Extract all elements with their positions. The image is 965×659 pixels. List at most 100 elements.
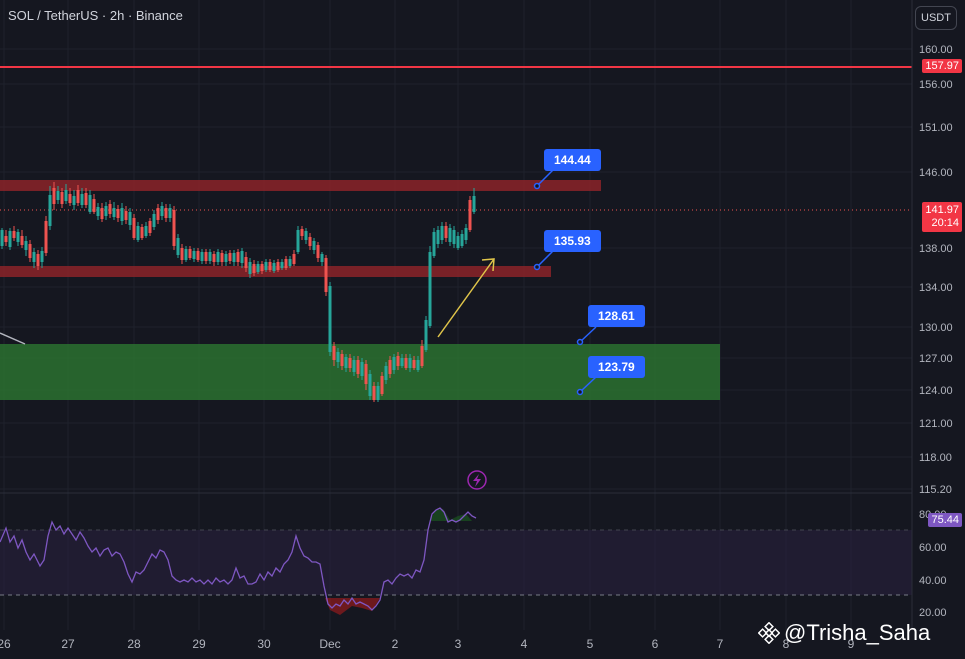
price-tick: 124.00 [919,385,953,397]
candle-body [356,360,360,374]
time-tick: 3 [455,637,462,651]
candle-body [120,208,124,221]
candle-body [436,230,440,244]
candle-body [352,360,356,372]
price-tick: 130.00 [919,322,953,334]
candle-body [400,358,404,366]
rsi-band [0,530,912,595]
candle-body [248,262,252,274]
candle-body [176,238,180,255]
watermark: @Trisha_Saha [758,620,930,646]
candle-body [448,228,452,242]
candle-body [268,262,272,270]
callout-144[interactable]: 144.44 [544,149,601,171]
candle-body [404,358,408,368]
candle-body [12,231,16,238]
price-tick: 134.00 [919,282,953,294]
candle-body [428,252,432,326]
candle-body [0,230,4,246]
candle-body [372,386,376,400]
time-tick: 9 [848,637,855,651]
candle-body [236,252,240,262]
candle-body [472,196,476,212]
candle-body [368,374,372,396]
candle-body [320,254,324,262]
candle-body [32,252,36,262]
candle-body [420,346,424,366]
countdown-value: 20:14 [931,217,959,229]
currency-button[interactable]: USDT [915,6,957,30]
candle-body [96,207,100,216]
price-tick: 118.00 [919,452,952,464]
candle-body [136,226,140,240]
candle-body [284,259,288,268]
candle-body [160,206,164,216]
candle-body [184,249,188,260]
candle-body [388,360,392,374]
time-tick: 30 [257,637,271,651]
candle-body [412,360,416,368]
last-price-label: 141.97 20:14 [922,202,962,232]
rsi-tick: 40.00 [919,575,947,587]
candle-body [36,254,40,266]
candle-body [392,357,396,370]
candle-body [188,249,192,258]
time-tick: 6 [652,637,659,651]
candle-body [272,263,276,271]
resistance-zone [0,180,601,191]
candle-body [152,214,156,227]
candle-body [180,248,184,260]
rsi-oversold-fill [325,598,380,615]
binance-logo-icon [758,622,780,644]
candle-body [140,227,144,238]
candle-body [452,230,456,244]
callout-123[interactable]: 123.79 [588,356,645,378]
candle-body [360,362,364,376]
price-tick: 127.00 [919,353,953,365]
candle-body [328,286,332,352]
candles [0,182,476,402]
candle-body [124,211,128,220]
time-tick: 26 [0,637,11,651]
candle-body [208,252,212,261]
candle-body [276,262,280,270]
candle-body [156,208,160,220]
callout-128[interactable]: 128.61 [588,305,645,327]
time-tick: 29 [192,637,206,651]
candle-body [4,236,8,242]
callout-135[interactable]: 135.93 [544,230,601,252]
candle-body [212,254,216,262]
price-tick: 115.20 [919,484,952,496]
candle-body [16,232,20,242]
candle-body [200,252,204,261]
candle-body [324,258,328,292]
rsi-tick: 60.00 [919,542,947,554]
candle-body [432,232,436,256]
time-axis: 26 27 28 29 30 Dec 2 3 4 5 6 7 8 9 [0,637,855,651]
last-price-value: 141.97 [925,204,959,216]
time-tick: Dec [319,637,340,651]
candle-body [440,226,444,240]
candle-body [340,354,344,366]
candle-body [304,231,308,240]
time-tick: 4 [521,637,528,651]
candle-body [116,209,120,218]
candle-body [84,193,88,205]
candle-body [196,251,200,260]
candle-body [192,251,196,259]
lightning-icon[interactable] [467,470,487,490]
candle-body [68,194,72,203]
candle-body [76,190,80,203]
time-tick: 28 [127,637,141,651]
candle-body [28,244,32,258]
price-tick: 121.00 [919,418,953,430]
candle-body [460,234,464,246]
candle-body [216,252,220,262]
candle-body [48,195,52,226]
candle-body [20,236,24,245]
candle-body [336,352,340,362]
candle-body [108,204,112,214]
symbol-title[interactable]: SOL / TetherUS · 2h · Binance [8,8,183,23]
candle-body [380,376,384,394]
